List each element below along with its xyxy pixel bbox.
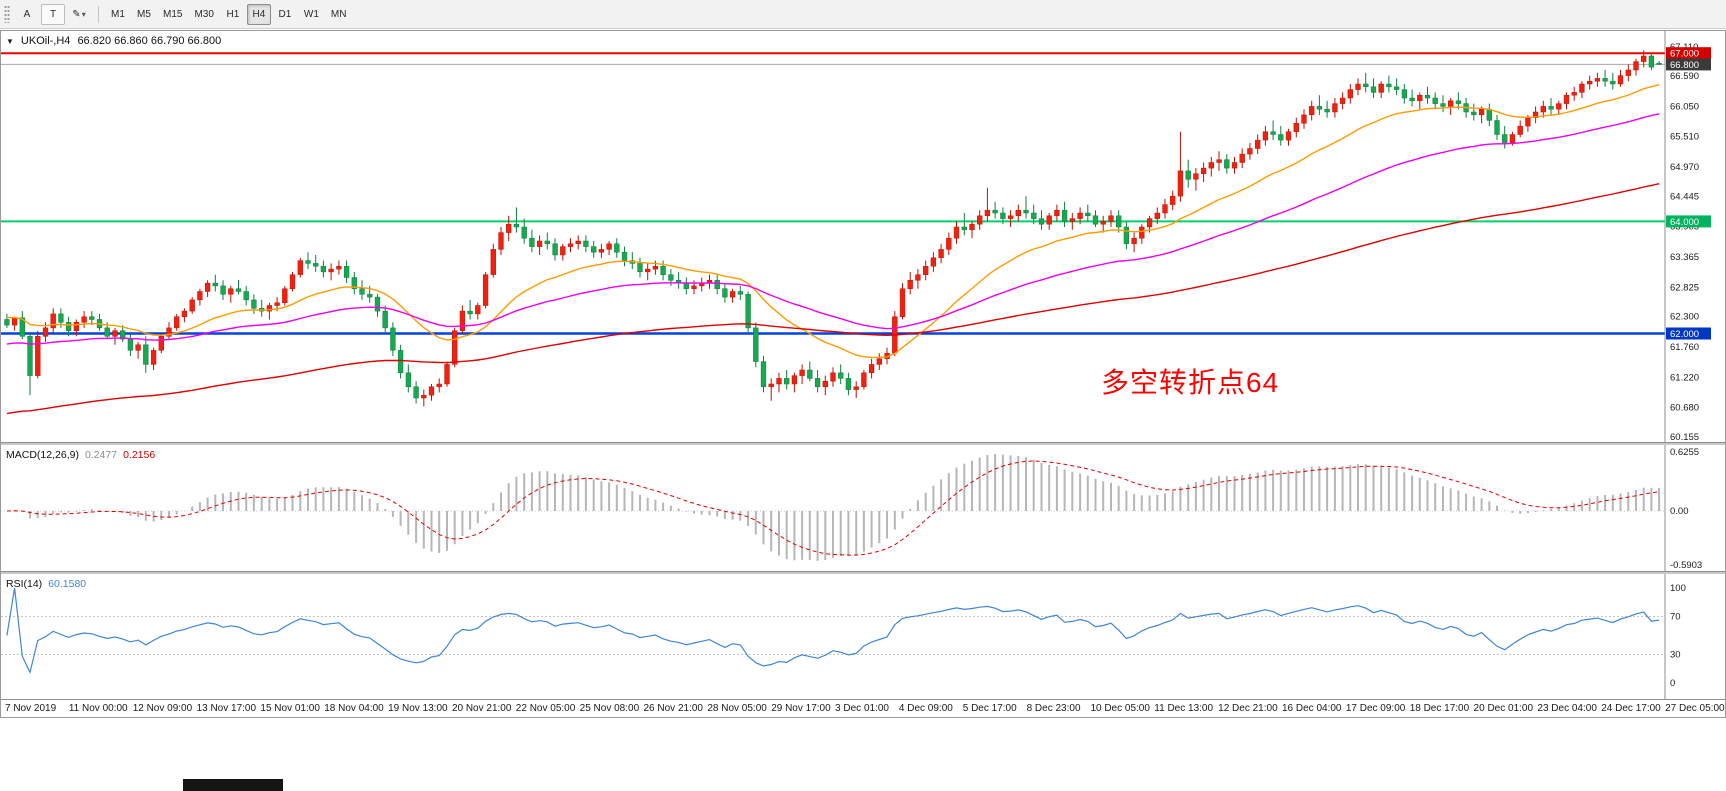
svg-text:62.825: 62.825 — [1670, 282, 1699, 293]
rsi-title: RSI(14) — [6, 578, 43, 590]
time-axis-label: 29 Nov 17:00 — [771, 703, 831, 714]
svg-text:61.220: 61.220 — [1670, 372, 1699, 383]
time-axis-label: 16 Dec 04:00 — [1282, 703, 1342, 714]
label-tool-button[interactable]: T — [41, 3, 65, 25]
macd-header: MACD(12,26,9) 0.2477 0.2156 — [6, 449, 155, 461]
macd-plot[interactable]: 0.6255 0.00 -0.5903 — [1, 445, 1726, 571]
time-axis-label: 12 Nov 09:00 — [132, 703, 193, 714]
draw-tool-dropdown[interactable]: ✎ ▾ — [67, 4, 91, 25]
svg-text:62.300: 62.300 — [1670, 312, 1699, 323]
collapse-icon[interactable]: ▼ — [6, 37, 14, 46]
time-axis-label: 4 Dec 09:00 — [898, 703, 953, 714]
time-axis-label: 18 Dec 17:00 — [1409, 703, 1470, 714]
svg-text:67.000: 67.000 — [1670, 49, 1699, 60]
time-axis-label: 10 Dec 05:00 — [1090, 703, 1150, 714]
svg-text:64.445: 64.445 — [1670, 191, 1699, 202]
time-axis-label: 20 Dec 01:00 — [1473, 703, 1534, 714]
time-axis-label: 15 Nov 01:00 — [260, 703, 320, 714]
pencil-icon: ✎ — [72, 8, 81, 20]
macd-panel-separator[interactable] — [1, 442, 1725, 445]
svg-text:64.970: 64.970 — [1670, 162, 1699, 173]
time-axis-label: 25 Nov 08:00 — [579, 703, 640, 714]
svg-text:70: 70 — [1670, 612, 1681, 623]
svg-text:62.000: 62.000 — [1670, 329, 1699, 340]
svg-text:0: 0 — [1670, 678, 1675, 689]
timeframe-d1-button[interactable]: D1 — [273, 4, 297, 25]
time-axis-label: 19 Nov 13:00 — [388, 703, 448, 714]
svg-text:61.760: 61.760 — [1670, 342, 1699, 353]
time-axis-label: 13 Nov 17:00 — [196, 703, 257, 714]
timeframe-w1-button[interactable]: W1 — [299, 4, 324, 25]
main-chart-plot[interactable]: 67.11066.59066.05065.51064.97064.44563.9… — [1, 31, 1726, 442]
svg-text:0.6255: 0.6255 — [1670, 447, 1699, 458]
svg-text:30: 30 — [1670, 650, 1681, 661]
svg-text:-0.5903: -0.5903 — [1670, 560, 1702, 571]
time-axis-label: 5 Dec 17:00 — [962, 703, 1017, 714]
timeframe-mn-button[interactable]: MN — [326, 4, 352, 25]
toolbar: A T ✎ ▾ M1 M5 M15 M30 H1 H4 D1 W1 MN — [0, 0, 1726, 29]
rsi-plot[interactable]: 100 70 30 0 — [1, 574, 1726, 699]
macd-title: MACD(12,26,9) — [6, 449, 79, 461]
time-axis[interactable]: 7 Nov 2019 11 Nov 00:00 12 Nov 09:00 13 Nov… — [1, 699, 1725, 717]
time-axis-label: 23 Dec 04:00 — [1537, 703, 1597, 714]
time-axis-label: 11 Dec 13:00 — [1154, 703, 1214, 714]
svg-text:66.800: 66.800 — [1670, 60, 1699, 71]
time-axis-label: 12 Dec 21:00 — [1218, 703, 1278, 714]
time-axis-label: 3 Dec 01:00 — [835, 703, 889, 714]
time-axis-label: 7 Nov 2019 — [5, 703, 57, 714]
rsi-header: RSI(14) 60.1580 — [6, 578, 86, 590]
macd-main-value: 0.2477 — [84, 449, 118, 461]
svg-text:65.510: 65.510 — [1670, 132, 1699, 143]
chevron-down-icon: ▾ — [81, 9, 86, 19]
time-axis-label: 28 Nov 05:00 — [707, 703, 767, 714]
svg-text:60.680: 60.680 — [1670, 403, 1699, 414]
time-axis-label: 18 Nov 04:00 — [324, 703, 384, 714]
annotation-text[interactable]: 多空转折点64 — [1101, 367, 1280, 398]
time-axis-label: 22 Nov 05:00 — [515, 703, 576, 714]
timeframe-m1-button[interactable]: M1 — [106, 4, 130, 25]
svg-text:64.000: 64.000 — [1670, 217, 1699, 228]
timeframe-h4-button[interactable]: H4 — [246, 3, 271, 25]
svg-text:63.365: 63.365 — [1670, 252, 1699, 263]
svg-text:100: 100 — [1670, 583, 1686, 594]
svg-text:66.590: 66.590 — [1670, 71, 1699, 82]
timeframe-m5-button[interactable]: M5 — [132, 4, 156, 25]
text-tool-button[interactable]: A — [15, 4, 39, 25]
time-axis-label: 24 Dec 17:00 — [1601, 703, 1661, 714]
macd-signal-value: 0.2156 — [123, 449, 156, 461]
taskbar-fragment — [183, 779, 283, 791]
timeframe-m15-button[interactable]: M15 — [158, 4, 187, 25]
timeframe-m30-button[interactable]: M30 — [189, 4, 218, 25]
time-axis-label: 27 Dec 05:00 — [1665, 703, 1725, 714]
time-axis-label: 11 Nov 00:00 — [68, 703, 128, 714]
rsi-value: 60.1580 — [48, 578, 87, 590]
svg-text:0.00: 0.00 — [1670, 506, 1689, 517]
time-axis-label: 26 Nov 21:00 — [643, 703, 704, 714]
symbol-label: UKOil-,H4 — [20, 35, 71, 47]
time-axis-label: 8 Dec 23:00 — [1026, 703, 1081, 714]
svg-text:66.050: 66.050 — [1670, 101, 1699, 112]
toolbar-grip[interactable] — [4, 5, 10, 23]
svg-text:60.155: 60.155 — [1670, 432, 1699, 442]
toolbar-separator — [98, 5, 99, 23]
time-axis-label: 17 Dec 09:00 — [1345, 703, 1406, 714]
chart-window: 67.11066.59066.05065.51064.97064.44563.9… — [0, 30, 1726, 718]
timeframe-h1-button[interactable]: H1 — [221, 4, 245, 25]
rsi-panel-separator[interactable] — [1, 571, 1725, 574]
chart-symbol-header: ▼ UKOil-,H4 66.820 66.860 66.790 66.800 — [6, 35, 221, 47]
time-axis-label: 20 Nov 21:00 — [451, 703, 512, 714]
ohlc-values: 66.820 66.860 66.790 66.800 — [77, 35, 222, 47]
